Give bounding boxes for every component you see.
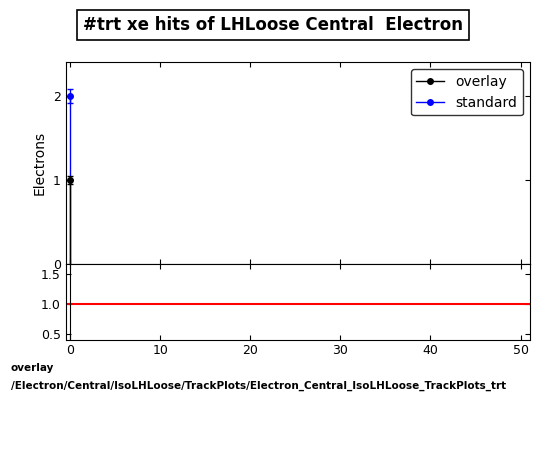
Text: /Electron/Central/IsoLHLoose/TrackPlots/Electron_Central_IsoLHLoose_TrackPlots_t: /Electron/Central/IsoLHLoose/TrackPlots/… — [11, 381, 506, 391]
Text: overlay: overlay — [11, 363, 54, 373]
Text: #trt xe hits of LHLoose Central  Electron: #trt xe hits of LHLoose Central Electron — [83, 16, 463, 34]
Y-axis label: Electrons: Electrons — [33, 131, 47, 195]
Legend: overlay, standard: overlay, standard — [411, 69, 523, 116]
